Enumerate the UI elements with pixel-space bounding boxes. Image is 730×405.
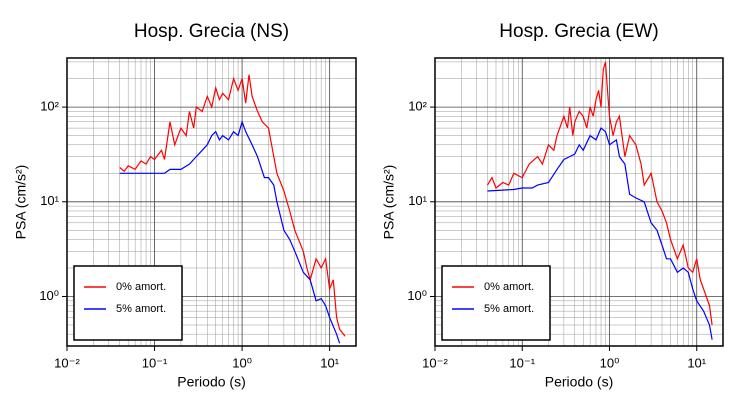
legend-box [441, 265, 551, 341]
x-tick-label: 10⁰ [600, 355, 620, 370]
legend-label: 5% amort. [116, 303, 166, 315]
x-tick-label: 10⁰ [232, 355, 252, 370]
y-axis-label: PSA (cm/s²) [13, 165, 29, 240]
x-tick-label: 10⁻² [54, 355, 80, 370]
series-line [119, 119, 341, 344]
y-tick-label: 10⁰ [39, 288, 59, 303]
series-line [487, 127, 713, 340]
x-tick-label: 10¹ [687, 355, 706, 370]
y-tick-label: 10¹ [40, 193, 59, 208]
legend-label: 5% amort. [484, 303, 534, 315]
y-tick-label: 10² [408, 99, 427, 114]
x-axis-label: Periodo (s) [545, 374, 613, 390]
chart-title: Hosp. Grecia (NS) [134, 21, 289, 42]
legend-label: 0% amort. [116, 281, 166, 293]
x-tick-label: 10⁻¹ [509, 355, 535, 370]
x-tick-label: 10¹ [320, 355, 339, 370]
chart-title: Hosp. Grecia (EW) [499, 21, 658, 42]
chart: Hosp. Grecia (NS) 10⁻² 10⁻¹ 10⁰ 10¹ 10⁰ 10¹ 10²… [13, 21, 357, 390]
legend-box [73, 265, 183, 341]
series-line [486, 61, 713, 326]
y-axis-label: PSA (cm/s²) [381, 165, 397, 240]
y-tick-label: 10² [40, 99, 59, 114]
plot-frame [66, 57, 357, 347]
y-tick-label: 10⁰ [407, 288, 427, 303]
x-tick-label: 10⁻² [422, 355, 448, 370]
chart: Hosp. Grecia (EW) 10⁻² 10⁻¹ 10⁰ 10¹ 10⁰ 10¹ 10²… [381, 21, 724, 390]
legend-label: 0% amort. [484, 281, 534, 293]
x-axis-label: Periodo (s) [177, 374, 245, 390]
y-tick-label: 10¹ [408, 193, 427, 208]
x-tick-label: 10⁻¹ [142, 355, 168, 370]
plot-frame [434, 57, 724, 347]
